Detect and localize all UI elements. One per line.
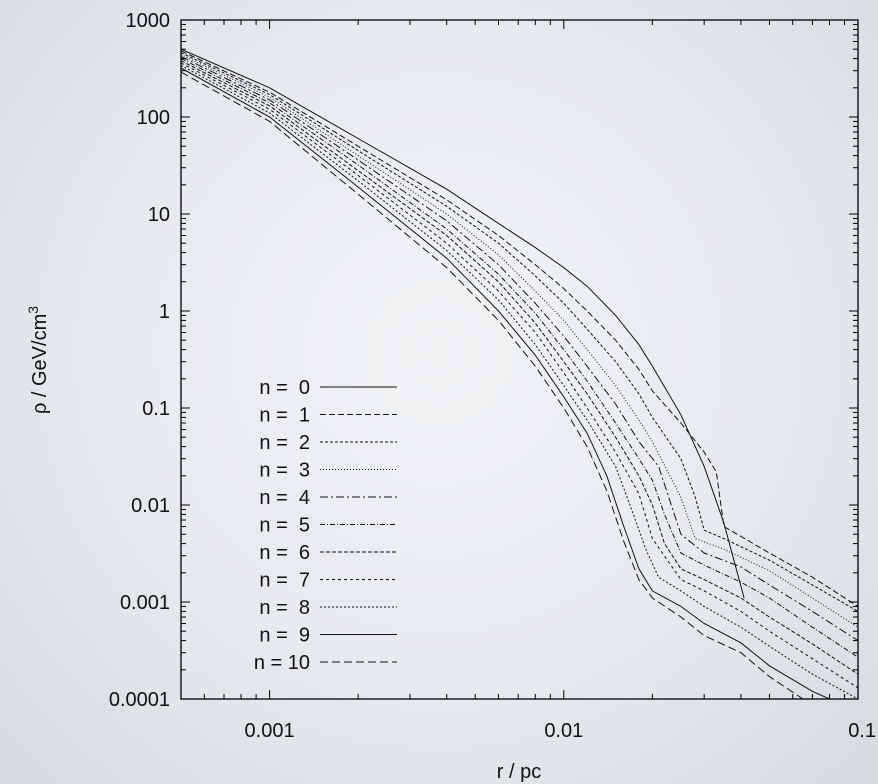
axis-ticks: 0.0001 0.001 0.01 0.1 1 10 100 1000 0.001 0.01 0.1 [109,10,876,742]
series-line-n6 [181,60,858,675]
series-line-n8 [181,64,858,699]
y-tick-label: 0.01 [131,495,170,517]
series-line-n10 [181,71,804,699]
y-tick-label: 1 [159,301,170,323]
legend-label-n8: n = 8 [259,597,310,619]
y-axis-label-superscript: 3 [25,306,41,314]
legend-label-n7: n = 7 [259,570,310,592]
series-line-n9 [181,67,830,699]
y-tick-label: 0.0001 [109,689,170,711]
legend-label-n9: n = 9 [259,625,310,647]
y-tick-label: 100 [137,107,170,129]
legend-label-n1: n = 1 [259,405,310,427]
plot-frame [180,19,859,700]
series-line-n3 [181,54,858,628]
legend: n = 0 n = 1 n = 2 n = 3 n = 4 n = 5 n = 6 n = 7… [254,377,397,674]
series-lines [181,48,858,699]
series-line-n4 [181,56,858,642]
legend-label-n5: n = 5 [259,515,310,537]
y-tick-label: 10 [148,204,170,226]
x-tick-label: 0.1 [848,720,876,742]
x-tick-label: 0.001 [245,720,295,742]
legend-label-n6: n = 6 [259,542,310,564]
series-line-n2 [181,52,858,612]
series-line-n1 [181,50,858,607]
legend-label-n10: n = 10 [254,652,310,674]
legend-label-n2: n = 2 [259,432,310,454]
legend-label-n3: n = 3 [259,460,310,482]
y-tick-label: 1000 [126,10,171,32]
series-line-n0 [181,48,745,599]
series-line-n7 [181,62,858,689]
y-tick-label: 0.1 [142,398,170,420]
legend-label-n4: n = 4 [259,487,310,509]
x-tick-label: 0.01 [544,720,583,742]
series-line-n5 [181,58,858,658]
x-axis-label: r / pc [497,761,541,783]
y-axis-label: ρ / GeV/cm3 [25,306,51,414]
y-axis-label-text: ρ / GeV/cm [29,314,51,414]
legend-label-n0: n = 0 [259,377,310,399]
y-tick-label: 0.001 [120,592,170,614]
